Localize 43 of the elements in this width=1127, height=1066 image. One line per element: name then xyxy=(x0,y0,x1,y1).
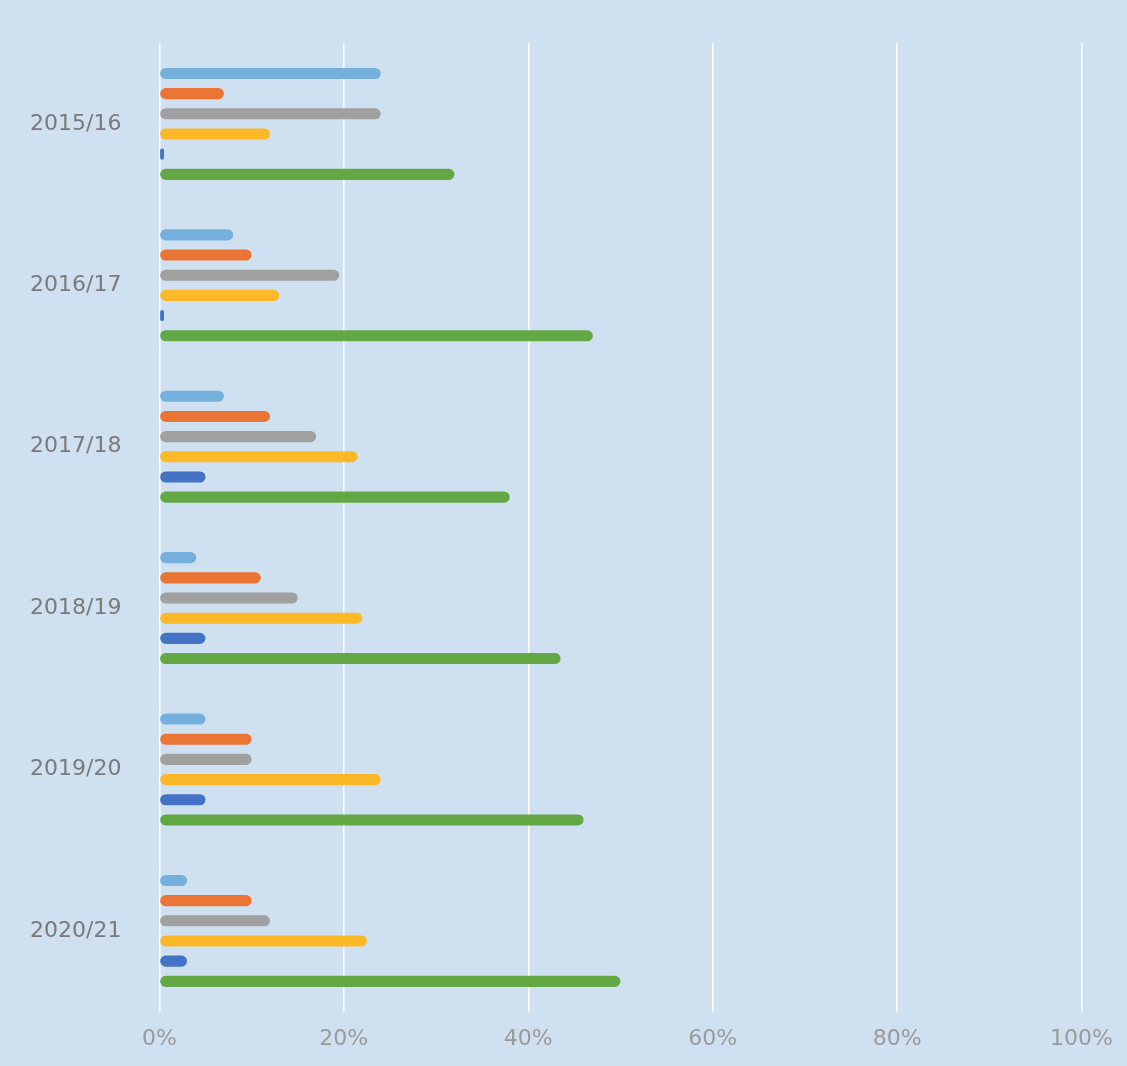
bar xyxy=(160,814,584,826)
bar xyxy=(160,67,381,80)
x-tick-label: 20% xyxy=(319,1024,369,1050)
bar xyxy=(160,632,206,644)
x-tick-label: 80% xyxy=(872,1024,922,1050)
bar xyxy=(160,249,252,261)
bar xyxy=(160,168,455,180)
bar xyxy=(160,451,358,463)
x-tick-label: 60% xyxy=(688,1024,738,1050)
bar xyxy=(160,975,621,987)
bar xyxy=(160,895,252,907)
bar xyxy=(160,935,367,947)
bar xyxy=(160,774,381,786)
bar xyxy=(160,733,252,745)
bar xyxy=(160,652,561,665)
bar xyxy=(160,431,317,443)
x-tick-label: 40% xyxy=(503,1024,553,1050)
bar xyxy=(160,410,271,422)
y-tick-label: 2020/21 xyxy=(29,916,122,942)
bar xyxy=(160,88,224,100)
bar xyxy=(160,794,206,806)
bar xyxy=(160,390,224,402)
bar xyxy=(160,753,252,765)
bar xyxy=(160,128,271,140)
bar xyxy=(160,592,298,604)
bar xyxy=(160,269,340,281)
bar xyxy=(160,108,381,120)
bar xyxy=(160,713,206,725)
bar xyxy=(160,915,271,927)
x-tick-label: 100% xyxy=(1050,1024,1114,1050)
y-tick-label: 2018/19 xyxy=(29,593,122,619)
y-tick-label: 2017/18 xyxy=(29,432,122,458)
y-tick-label: 2015/16 xyxy=(29,109,122,135)
bar xyxy=(160,612,363,624)
bar xyxy=(160,330,593,342)
y-tick-label: 2016/17 xyxy=(29,271,122,297)
bar xyxy=(160,229,234,241)
bar xyxy=(160,289,280,301)
bar xyxy=(160,572,261,584)
y-tick-label: 2019/20 xyxy=(29,755,122,781)
x-tick-label: 0% xyxy=(141,1024,177,1050)
bar xyxy=(160,471,206,483)
bar xyxy=(160,491,510,503)
